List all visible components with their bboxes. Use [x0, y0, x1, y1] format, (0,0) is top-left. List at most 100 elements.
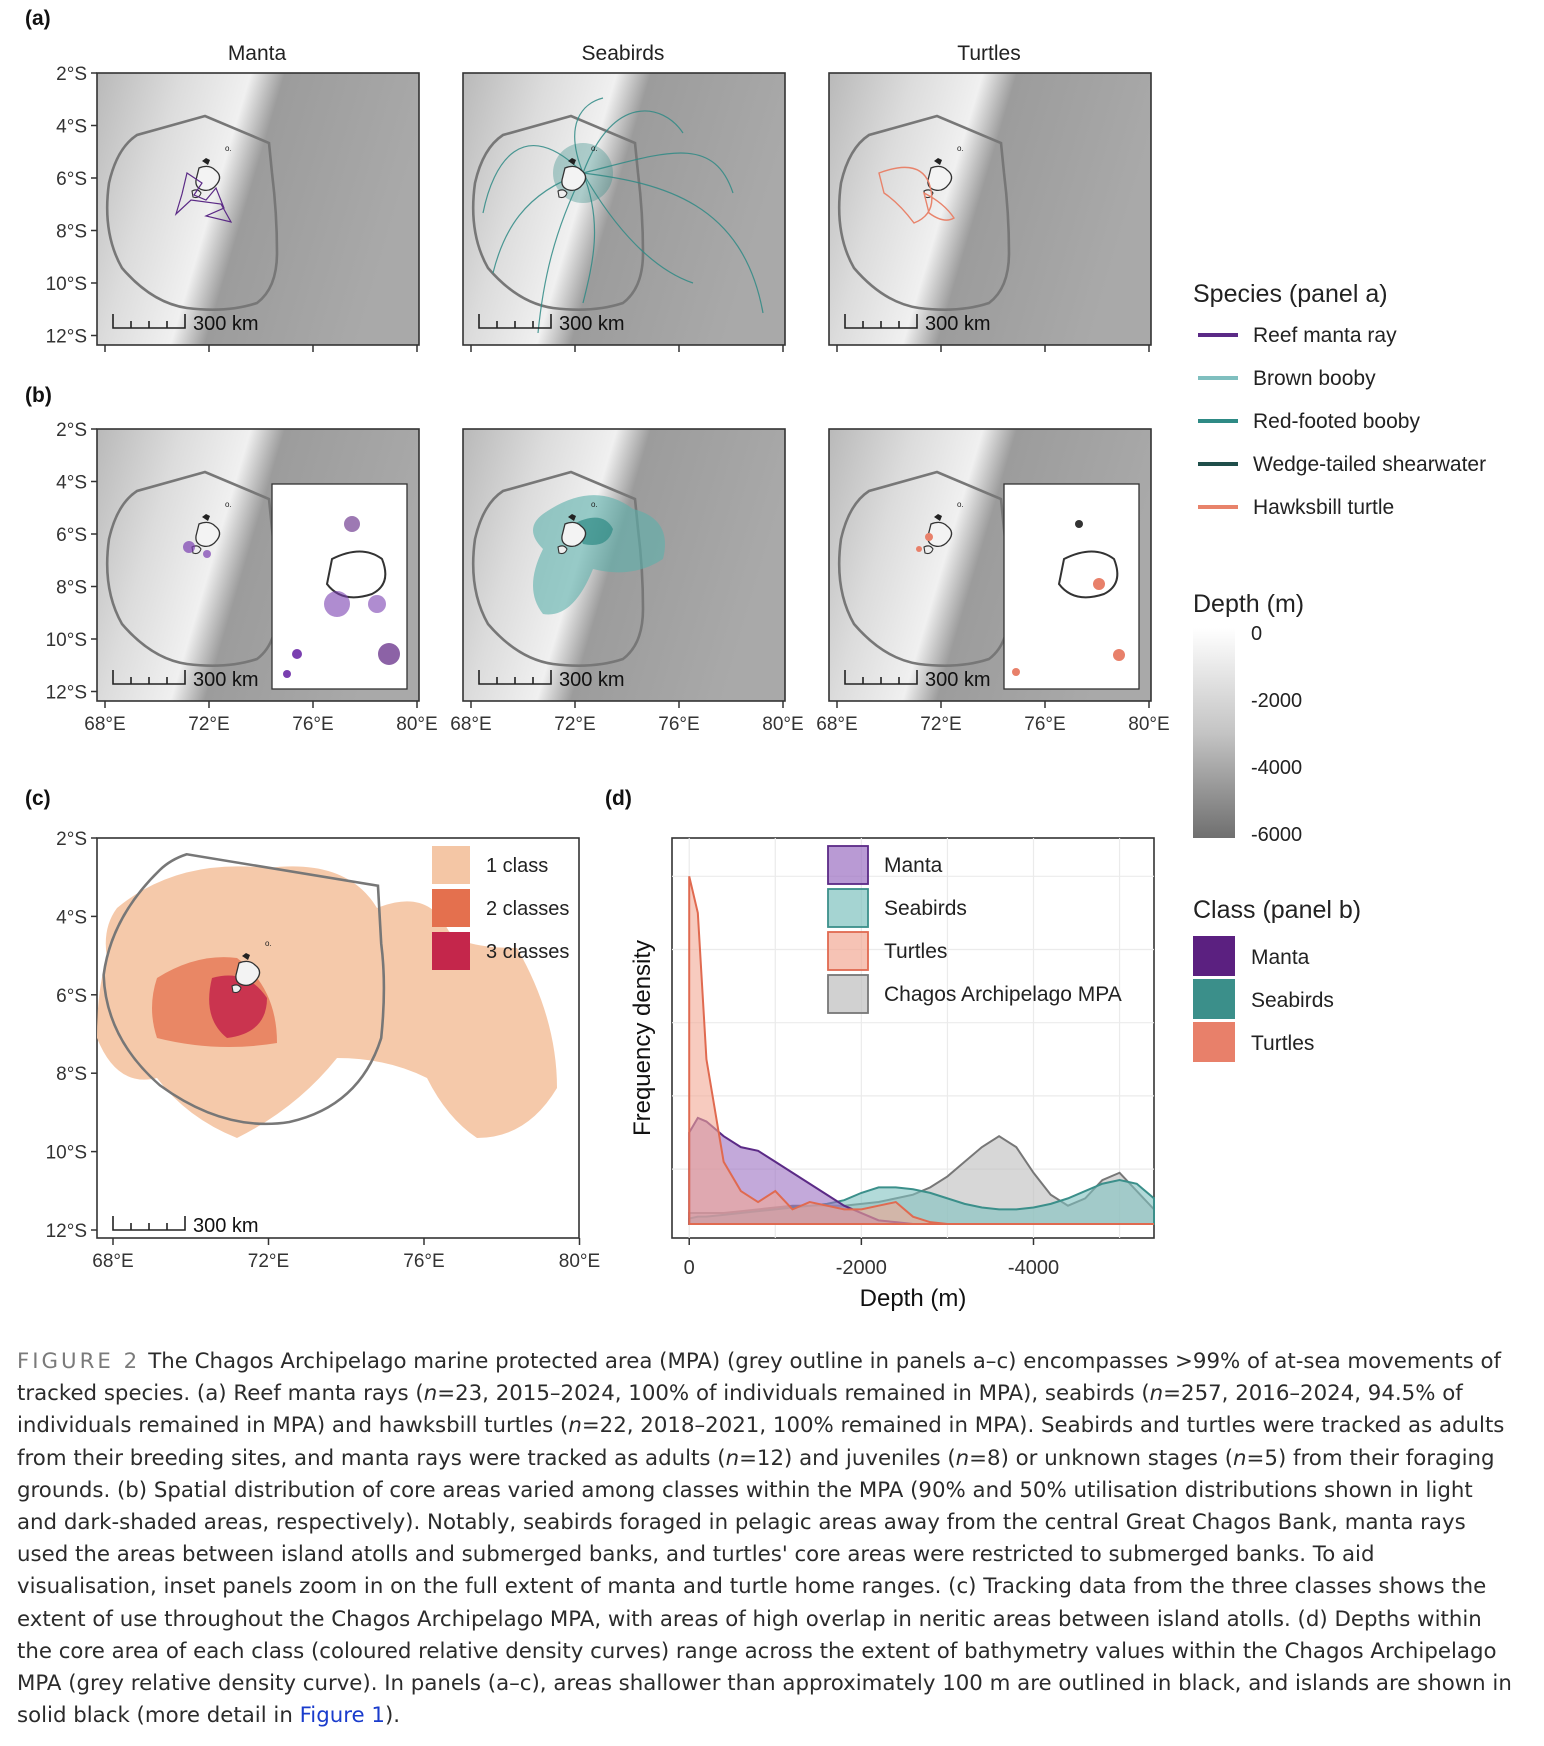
- caption-text: =12) and juveniles (: [739, 1445, 956, 1471]
- legend-class-title: Class (panel b): [1193, 896, 1361, 924]
- legend-species-title: Species (panel a): [1193, 280, 1388, 308]
- lon-tick-label: 72°E: [188, 714, 229, 735]
- inset-turtles: [1003, 483, 1140, 690]
- x-tick-label: 0: [684, 1257, 695, 1279]
- scale-bar: 300 km: [112, 313, 259, 335]
- scale-bar: 300 km: [478, 669, 625, 691]
- lat-tick-label: 12°S: [46, 683, 87, 704]
- lon-tick-label: 76°E: [403, 1251, 444, 1272]
- class-legend-swatch: [1193, 936, 1235, 976]
- depth-label-0: 0: [1251, 623, 1262, 645]
- manta-tracks: [174, 172, 233, 223]
- scale-bar: 300 km: [844, 669, 991, 691]
- caption-text: =5) from their foraging grounds. (b) Spa…: [17, 1445, 1512, 1729]
- panel-label-c: (c): [25, 787, 51, 810]
- lon-tick-label: 80°E: [559, 1251, 600, 1272]
- panel-label-b: (b): [25, 384, 52, 407]
- chart-legend-swatch: [827, 845, 869, 885]
- species-legend-label: Wedge-tailed shearwater: [1253, 453, 1486, 476]
- panel-label-d: (d): [605, 787, 632, 810]
- map-a-manta: Manta: [96, 42, 420, 346]
- chart-x-ticks: 0 -2000 -4000: [684, 1238, 1059, 1279]
- depth-label-2000: -2000: [1251, 690, 1302, 712]
- caption-text: =23, 2015–2024, 100% of individuals rema…: [437, 1381, 1150, 1407]
- chart-legend: Manta Seabirds Turtles Chagos Archipelago M…: [827, 845, 1122, 1014]
- lat-tick-label: 6°S: [56, 986, 87, 1007]
- species-legend-label: Red-footed booby: [1253, 410, 1420, 433]
- depth-label-6000: -6000: [1251, 824, 1302, 846]
- lat-tick-label: 10°S: [46, 630, 87, 651]
- lon-tick-label: 68°E: [92, 1251, 133, 1272]
- chart-y-label: Frequency density: [629, 940, 656, 1136]
- map-b-manta: [96, 428, 420, 702]
- figure-2: o. (a) (b) (c) (d) Manta Seabirds Turtle…: [25, 7, 1486, 1312]
- lon-tick-label: 72°E: [248, 1251, 289, 1272]
- figure-caption: FIGURE 2 The Chagos Archipelago marine pr…: [17, 1346, 1517, 1732]
- scale-bar: 300 km: [112, 1215, 259, 1237]
- caption-n: n: [423, 1381, 438, 1407]
- lat-tick-label: 8°S: [56, 1064, 87, 1085]
- lat-tick-label: 10°S: [46, 1143, 87, 1164]
- lat-tick-label: 2°S: [56, 420, 87, 441]
- lat-tick-label: 2°S: [56, 64, 87, 85]
- chart-series: [688, 876, 1155, 1225]
- species-legend-label: Brown booby: [1253, 367, 1376, 390]
- chart-legend-swatch: [827, 931, 869, 971]
- seabird-tracks: [482, 97, 764, 334]
- lat-tick-label: 6°S: [56, 169, 87, 190]
- lon-tick-label: 72°E: [920, 714, 961, 735]
- caption-text: =8) or unknown stages (: [969, 1445, 1234, 1471]
- legend-label-3-classes: 3 classes: [486, 941, 569, 963]
- chart-legend-label: Turtles: [884, 940, 947, 963]
- legend-swatch-1-class: [432, 846, 470, 884]
- lon-tick-label: 80°E: [1128, 714, 1169, 735]
- x-tick-label: -2000: [836, 1257, 887, 1279]
- chart-legend-swatch: [827, 974, 869, 1014]
- hex-legend: 1 class 2 classes 3 classes: [432, 846, 569, 970]
- lat-tick-label: 8°S: [56, 578, 87, 599]
- lon-tick-label: 76°E: [1024, 714, 1065, 735]
- caption-n: n: [725, 1445, 740, 1471]
- lat-tick-label: 12°S: [46, 327, 87, 348]
- caption-label: FIGURE 2: [17, 1349, 141, 1374]
- panel-c: 1 class 2 classes 3 classes: [96, 837, 580, 1239]
- figure-1-link[interactable]: Figure 1: [299, 1703, 385, 1729]
- scale-bar-label: 300 km: [925, 313, 991, 335]
- lon-tick-label: 80°E: [762, 714, 803, 735]
- scale-bar: 300 km: [478, 313, 625, 335]
- turtle-tracks: [878, 166, 955, 224]
- class-legend-label: Seabirds: [1251, 989, 1334, 1012]
- legend-class: Class (panel b) Manta Seabirds Turtles: [1193, 896, 1361, 1062]
- caption-text: ).: [384, 1703, 401, 1729]
- lat-tick-label: 4°S: [56, 117, 87, 138]
- map-b-turtles: [828, 428, 1152, 702]
- panel-d-chart: 0 -2000 -4000 Depth (m) Frequency density …: [629, 837, 1155, 1312]
- legend-label-2-classes: 2 classes: [486, 898, 569, 920]
- legend-label-1-class: 1 class: [486, 855, 548, 877]
- density-area-turtles: [688, 876, 1154, 1225]
- species-legend-label: Hawksbill turtle: [1253, 496, 1394, 519]
- chart-legend-label: Chagos Archipelago MPA: [884, 983, 1122, 1006]
- class-legend-swatch: [1193, 979, 1235, 1019]
- caption-n: n: [1149, 1381, 1164, 1407]
- map-a-seabirds: Seabirds: [462, 42, 786, 346]
- class-legend-label: Turtles: [1251, 1032, 1314, 1055]
- caption-n: n: [568, 1413, 582, 1439]
- lat-tick-label: 2°S: [56, 829, 87, 850]
- depth-label-4000: -4000: [1251, 757, 1302, 779]
- lon-tick-label: 76°E: [292, 714, 333, 735]
- chart-x-label: Depth (m): [860, 1285, 967, 1312]
- scale-bar: 300 km: [112, 669, 259, 691]
- scale-bar-label: 300 km: [193, 1215, 259, 1237]
- lon-tick-label: 68°E: [816, 714, 857, 735]
- lon-tick-label: 68°E: [84, 714, 125, 735]
- lat-tick-label: 10°S: [46, 274, 87, 295]
- scale-bar-label: 300 km: [193, 669, 259, 691]
- species-legend-label: Reef manta ray: [1253, 324, 1397, 347]
- map-title-seabirds: Seabirds: [582, 42, 665, 65]
- chart-legend-label: Manta: [884, 854, 943, 877]
- legend-depth: Depth (m) 0 -2000 -4000 -6000: [1193, 590, 1304, 846]
- map-a-turtles: Turtles: [828, 42, 1152, 346]
- legend-species: Species (panel a) Reef manta ray Brown bo…: [1193, 280, 1486, 519]
- panel-a: Manta Seabirds Turtles: [96, 42, 1152, 346]
